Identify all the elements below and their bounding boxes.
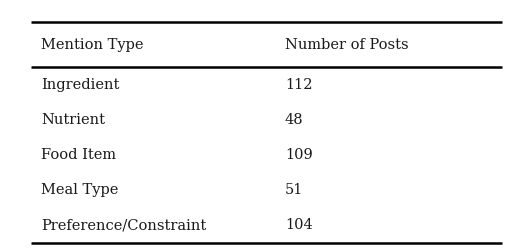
Text: Ingredient: Ingredient [41, 78, 120, 92]
Text: Meal Type: Meal Type [41, 183, 119, 197]
Text: Preference/Constraint: Preference/Constraint [41, 218, 207, 232]
Text: 48: 48 [285, 113, 304, 127]
Text: Food Item: Food Item [41, 148, 117, 162]
Text: Number of Posts: Number of Posts [285, 38, 409, 52]
Text: 109: 109 [285, 148, 313, 162]
Text: 104: 104 [285, 218, 313, 232]
Text: 112: 112 [285, 78, 312, 92]
Text: 51: 51 [285, 183, 303, 197]
Text: Mention Type: Mention Type [41, 38, 144, 52]
Text: Nutrient: Nutrient [41, 113, 106, 127]
